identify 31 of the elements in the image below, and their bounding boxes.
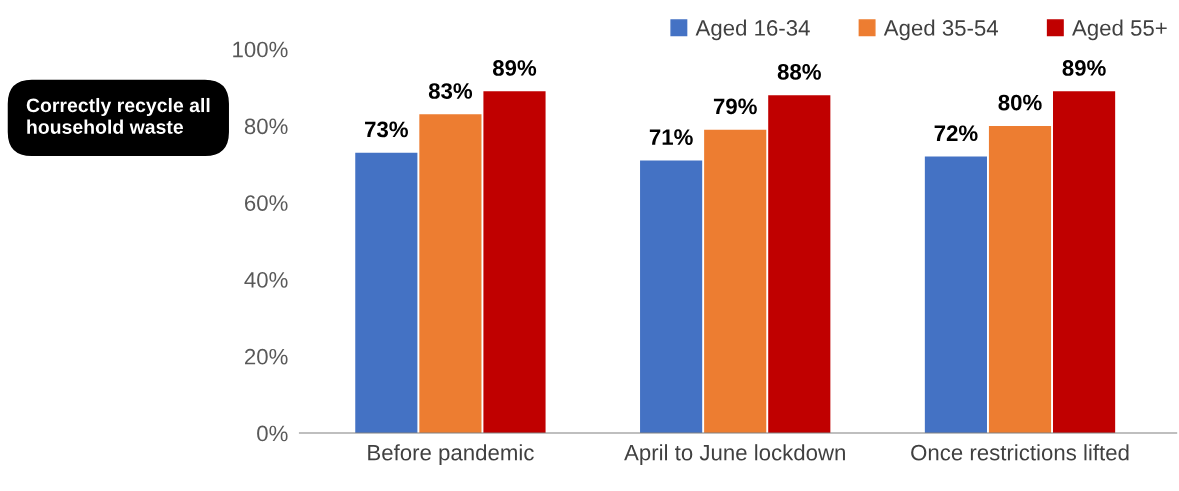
bar <box>355 152 418 434</box>
legend-label: Aged 55+ <box>1072 19 1167 41</box>
y-tick-label: 100% <box>233 41 288 58</box>
x-tick-label: Before pandemic <box>368 444 534 465</box>
data-label: 79% <box>713 98 757 115</box>
bar <box>483 91 546 434</box>
text: Correctly recycle all household waste <box>26 97 210 134</box>
y-tick-label: 20% <box>245 348 288 365</box>
data-label: 72% <box>934 125 978 142</box>
bar <box>924 156 987 434</box>
bar <box>419 114 482 434</box>
data-label: 89% <box>1062 60 1106 76</box>
y-tick-label: 40% <box>244 272 288 288</box>
bar <box>1053 91 1116 434</box>
y-tick-label: 80% <box>244 118 288 135</box>
data-label: 83% <box>428 83 473 99</box>
bar <box>704 129 767 434</box>
bar <box>768 95 831 434</box>
data-label: 80% <box>998 94 1042 111</box>
data-label: 88% <box>777 63 821 80</box>
data-label: 73% <box>365 121 408 138</box>
data-label: 89% <box>492 60 537 76</box>
y-tick-label: 0% <box>257 425 288 442</box>
x-tick-label: April to June lockdown <box>624 444 845 465</box>
legend-label: Aged 16-34 <box>695 19 810 41</box>
y-tick-label: 60% <box>245 195 288 211</box>
legend-label: Aged 35-54 <box>883 19 999 41</box>
data-label: 71% <box>649 129 693 145</box>
x-tick-label: Once restrictions lifted <box>911 444 1129 461</box>
bar <box>988 125 1052 434</box>
bar <box>640 160 703 434</box>
